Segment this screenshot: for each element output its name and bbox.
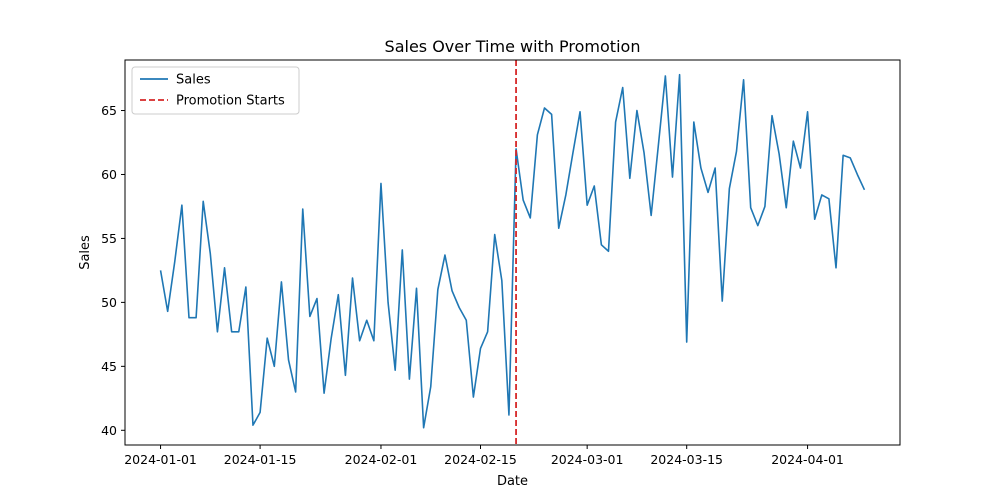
x-tick-label: 2024-03-01 — [551, 452, 624, 467]
y-tick-label: 55 — [101, 231, 117, 246]
x-tick-label: 2024-01-15 — [224, 452, 297, 467]
sales-line — [159, 73, 866, 429]
x-tick-label: 2024-02-15 — [444, 452, 517, 467]
x-tick-label: 2024-04-01 — [771, 452, 844, 467]
y-tick-label: 45 — [101, 359, 117, 374]
plot-frame — [124, 59, 901, 446]
y-axis: 40 45 50 55 60 65 — [101, 103, 125, 438]
legend-label-sales: Sales — [176, 73, 211, 88]
y-tick-label: 50 — [101, 295, 117, 310]
y-tick-label: 65 — [101, 103, 117, 118]
y-tick-label: 60 — [101, 167, 117, 182]
y-axis-label: Sales — [78, 235, 93, 270]
y-tick-label: 40 — [101, 423, 117, 438]
chart-title: Sales Over Time with Promotion — [385, 37, 641, 56]
chart-marks — [159, 60, 866, 445]
x-axis-label: Date — [497, 474, 528, 489]
x-tick-label: 2024-02-01 — [345, 452, 418, 467]
x-tick-label: 2024-01-01 — [124, 452, 197, 467]
legend: Sales Promotion Starts — [131, 66, 300, 115]
legend-label-promotion: Promotion Starts — [176, 94, 285, 109]
x-axis: 2024-01-01 2024-01-15 2024-02-01 2024-02-15… — [124, 445, 844, 467]
x-tick-label: 2024-03-15 — [650, 452, 723, 467]
legend-box — [131, 66, 300, 115]
